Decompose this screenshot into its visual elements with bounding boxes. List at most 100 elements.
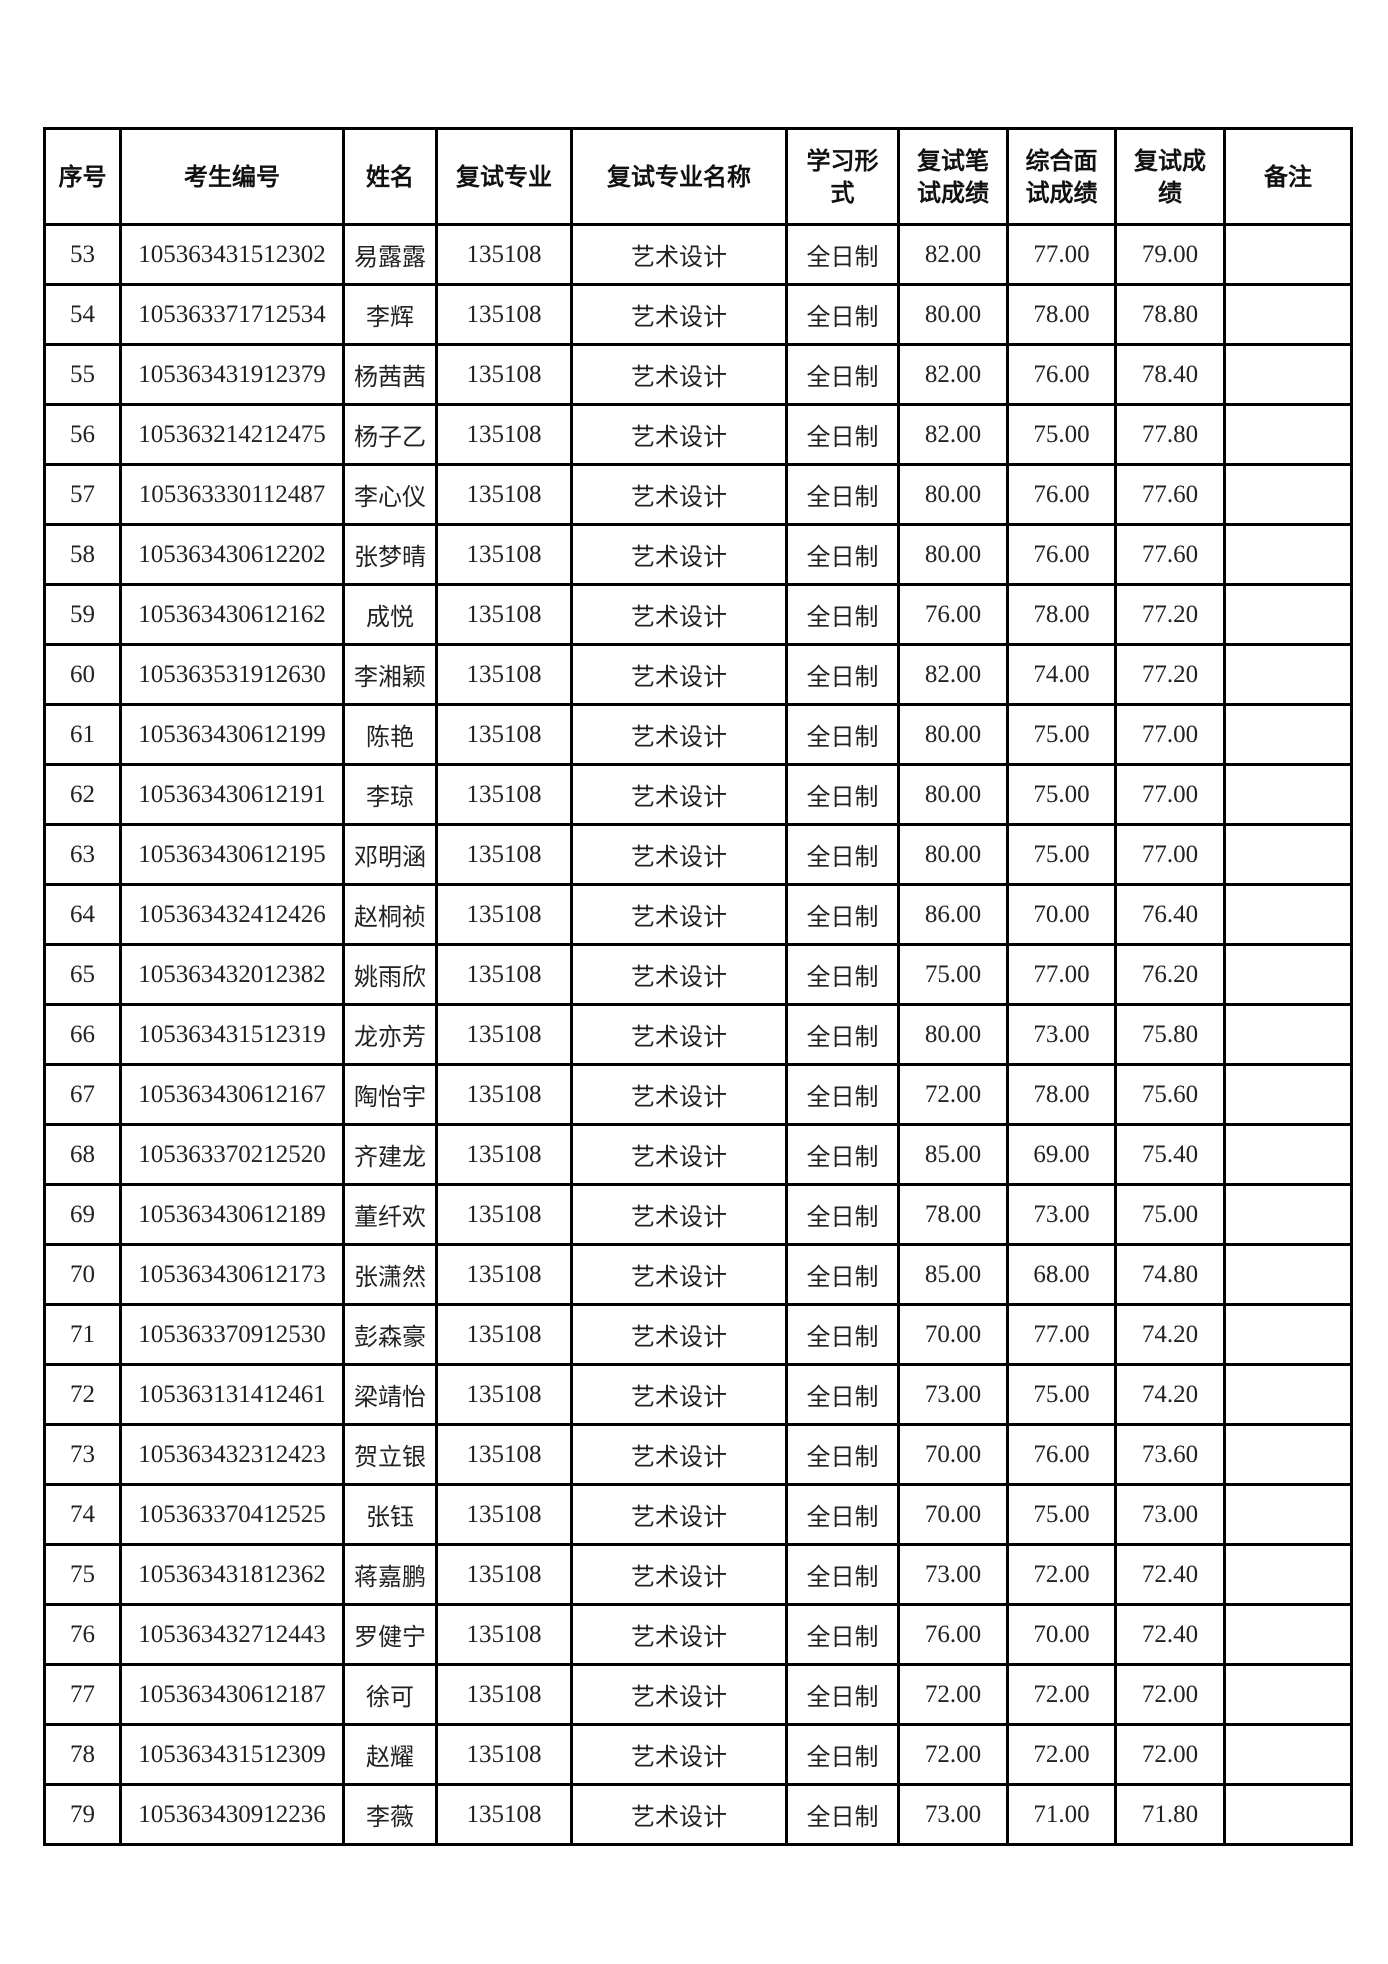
cell-major-name: 艺术设计 <box>570 223 788 286</box>
cell-study-mode: 全日制 <box>785 1243 900 1306</box>
cell-written-score: 80.00 <box>897 1003 1009 1066</box>
cell-major-code: 135108 <box>435 1783 573 1846</box>
table-row: 61 105363430612199 陈艳 135108 艺术设计 全日制 80.00 75.… <box>43 703 1353 766</box>
table-row: 70 105363430612173 张潇然 135108 艺术设计 全日制 85.00 68… <box>43 1243 1353 1306</box>
cell-major-name: 艺术设计 <box>570 1123 788 1186</box>
cell-remarks <box>1223 1663 1353 1726</box>
table-row: 78 105363431512309 赵耀 135108 艺术设计 全日制 72.00 72.… <box>43 1723 1353 1786</box>
cell-candidate-id: 105363370912530 <box>119 1303 345 1366</box>
cell-remarks <box>1223 883 1353 946</box>
cell-seq: 76 <box>43 1603 122 1666</box>
cell-written-score: 80.00 <box>897 463 1009 526</box>
cell-study-mode: 全日制 <box>785 1783 900 1846</box>
table-row: 75 105363431812362 蒋嘉鹏 135108 艺术设计 全日制 73.00 72… <box>43 1543 1353 1606</box>
cell-major-name: 艺术设计 <box>570 1723 788 1786</box>
cell-candidate-id: 105363432712443 <box>119 1603 345 1666</box>
cell-interview-score: 78.00 <box>1006 583 1117 646</box>
cell-major-name: 艺术设计 <box>570 1483 788 1546</box>
cell-study-mode: 全日制 <box>785 1183 900 1246</box>
table-row: 57 105363330112487 李心仪 135108 艺术设计 全日制 80.00 76… <box>43 463 1353 526</box>
cell-name: 成悦 <box>342 583 438 646</box>
cell-remarks <box>1223 1603 1353 1666</box>
cell-final-score: 77.20 <box>1114 643 1226 706</box>
cell-study-mode: 全日制 <box>785 643 900 706</box>
cell-final-score: 78.80 <box>1114 283 1226 346</box>
cell-name: 陈艳 <box>342 703 438 766</box>
cell-final-score: 75.80 <box>1114 1003 1226 1066</box>
cell-major-code: 135108 <box>435 1003 573 1066</box>
cell-candidate-id: 105363330112487 <box>119 463 345 526</box>
cell-final-score: 77.20 <box>1114 583 1226 646</box>
cell-final-score: 79.00 <box>1114 223 1226 286</box>
cell-written-score: 80.00 <box>897 283 1009 346</box>
cell-written-score: 82.00 <box>897 223 1009 286</box>
cell-candidate-id: 105363431512319 <box>119 1003 345 1066</box>
header-text: 复试专业 <box>456 162 552 191</box>
cell-candidate-id: 105363370212520 <box>119 1123 345 1186</box>
cell-interview-score: 77.00 <box>1006 1303 1117 1366</box>
cell-major-code: 135108 <box>435 1123 573 1186</box>
table-row: 72 105363131412461 梁靖怡 135108 艺术设计 全日制 73.00 75… <box>43 1363 1353 1426</box>
cell-study-mode: 全日制 <box>785 763 900 826</box>
table-row: 69 105363430612189 董纤欢 135108 艺术设计 全日制 78.00 73… <box>43 1183 1353 1246</box>
cell-name: 张钰 <box>342 1483 438 1546</box>
cell-remarks <box>1223 1123 1353 1186</box>
cell-candidate-id: 105363432312423 <box>119 1423 345 1486</box>
cell-seq: 73 <box>43 1423 122 1486</box>
cell-major-code: 135108 <box>435 223 573 286</box>
cell-major-name: 艺术设计 <box>570 1663 788 1726</box>
cell-written-score: 70.00 <box>897 1483 1009 1546</box>
cell-name: 徐可 <box>342 1663 438 1726</box>
cell-study-mode: 全日制 <box>785 823 900 886</box>
cell-interview-score: 75.00 <box>1006 763 1117 826</box>
cell-interview-score: 77.00 <box>1006 943 1117 1006</box>
cell-final-score: 74.20 <box>1114 1303 1226 1366</box>
cell-written-score: 73.00 <box>897 1363 1009 1426</box>
cell-name: 赵桐祯 <box>342 883 438 946</box>
cell-major-name: 艺术设计 <box>570 1303 788 1366</box>
cell-remarks <box>1223 463 1353 526</box>
header-written-score: 复试笔试成绩 <box>897 127 1009 226</box>
cell-interview-score: 71.00 <box>1006 1783 1117 1846</box>
cell-major-code: 135108 <box>435 703 573 766</box>
cell-remarks <box>1223 223 1353 286</box>
cell-candidate-id: 105363431512309 <box>119 1723 345 1786</box>
cell-major-code: 135108 <box>435 583 573 646</box>
cell-candidate-id: 105363431912379 <box>119 343 345 406</box>
cell-seq: 54 <box>43 283 122 346</box>
cell-remarks <box>1223 343 1353 406</box>
cell-final-score: 73.00 <box>1114 1483 1226 1546</box>
cell-written-score: 85.00 <box>897 1243 1009 1306</box>
cell-candidate-id: 105363430612191 <box>119 763 345 826</box>
header-interview-score: 综合面试成绩 <box>1006 127 1117 226</box>
cell-candidate-id: 105363430612202 <box>119 523 345 586</box>
cell-major-code: 135108 <box>435 1723 573 1786</box>
table-row: 60 105363531912630 李湘颖 135108 艺术设计 全日制 82.00 74… <box>43 643 1353 706</box>
cell-name: 陶怡宇 <box>342 1063 438 1126</box>
cell-remarks <box>1223 283 1353 346</box>
cell-name: 邓明涵 <box>342 823 438 886</box>
cell-seq: 77 <box>43 1663 122 1726</box>
cell-seq: 58 <box>43 523 122 586</box>
cell-remarks <box>1223 1063 1353 1126</box>
header-candidate-id: 考生编号 <box>119 127 345 226</box>
cell-name: 彭森豪 <box>342 1303 438 1366</box>
cell-candidate-id: 105363370412525 <box>119 1483 345 1546</box>
cell-interview-score: 75.00 <box>1006 703 1117 766</box>
table-row: 62 105363430612191 李琼 135108 艺术设计 全日制 80.00 75.… <box>43 763 1353 826</box>
cell-written-score: 82.00 <box>897 403 1009 466</box>
header-seq: 序号 <box>43 127 122 226</box>
cell-seq: 60 <box>43 643 122 706</box>
cell-name: 蒋嘉鹏 <box>342 1543 438 1606</box>
cell-final-score: 76.40 <box>1114 883 1226 946</box>
cell-study-mode: 全日制 <box>785 883 900 946</box>
cell-name: 姚雨欣 <box>342 943 438 1006</box>
cell-final-score: 78.40 <box>1114 343 1226 406</box>
cell-interview-score: 73.00 <box>1006 1003 1117 1066</box>
cell-seq: 65 <box>43 943 122 1006</box>
score-table: 序号 考生编号 姓名 复试专业 复试专业名称 学习形式 复试笔试成绩 综合面试成绩 复试成绩 备注… <box>43 127 1353 1846</box>
cell-written-score: 82.00 <box>897 643 1009 706</box>
cell-candidate-id: 105363431812362 <box>119 1543 345 1606</box>
cell-candidate-id: 105363131412461 <box>119 1363 345 1426</box>
cell-seq: 74 <box>43 1483 122 1546</box>
